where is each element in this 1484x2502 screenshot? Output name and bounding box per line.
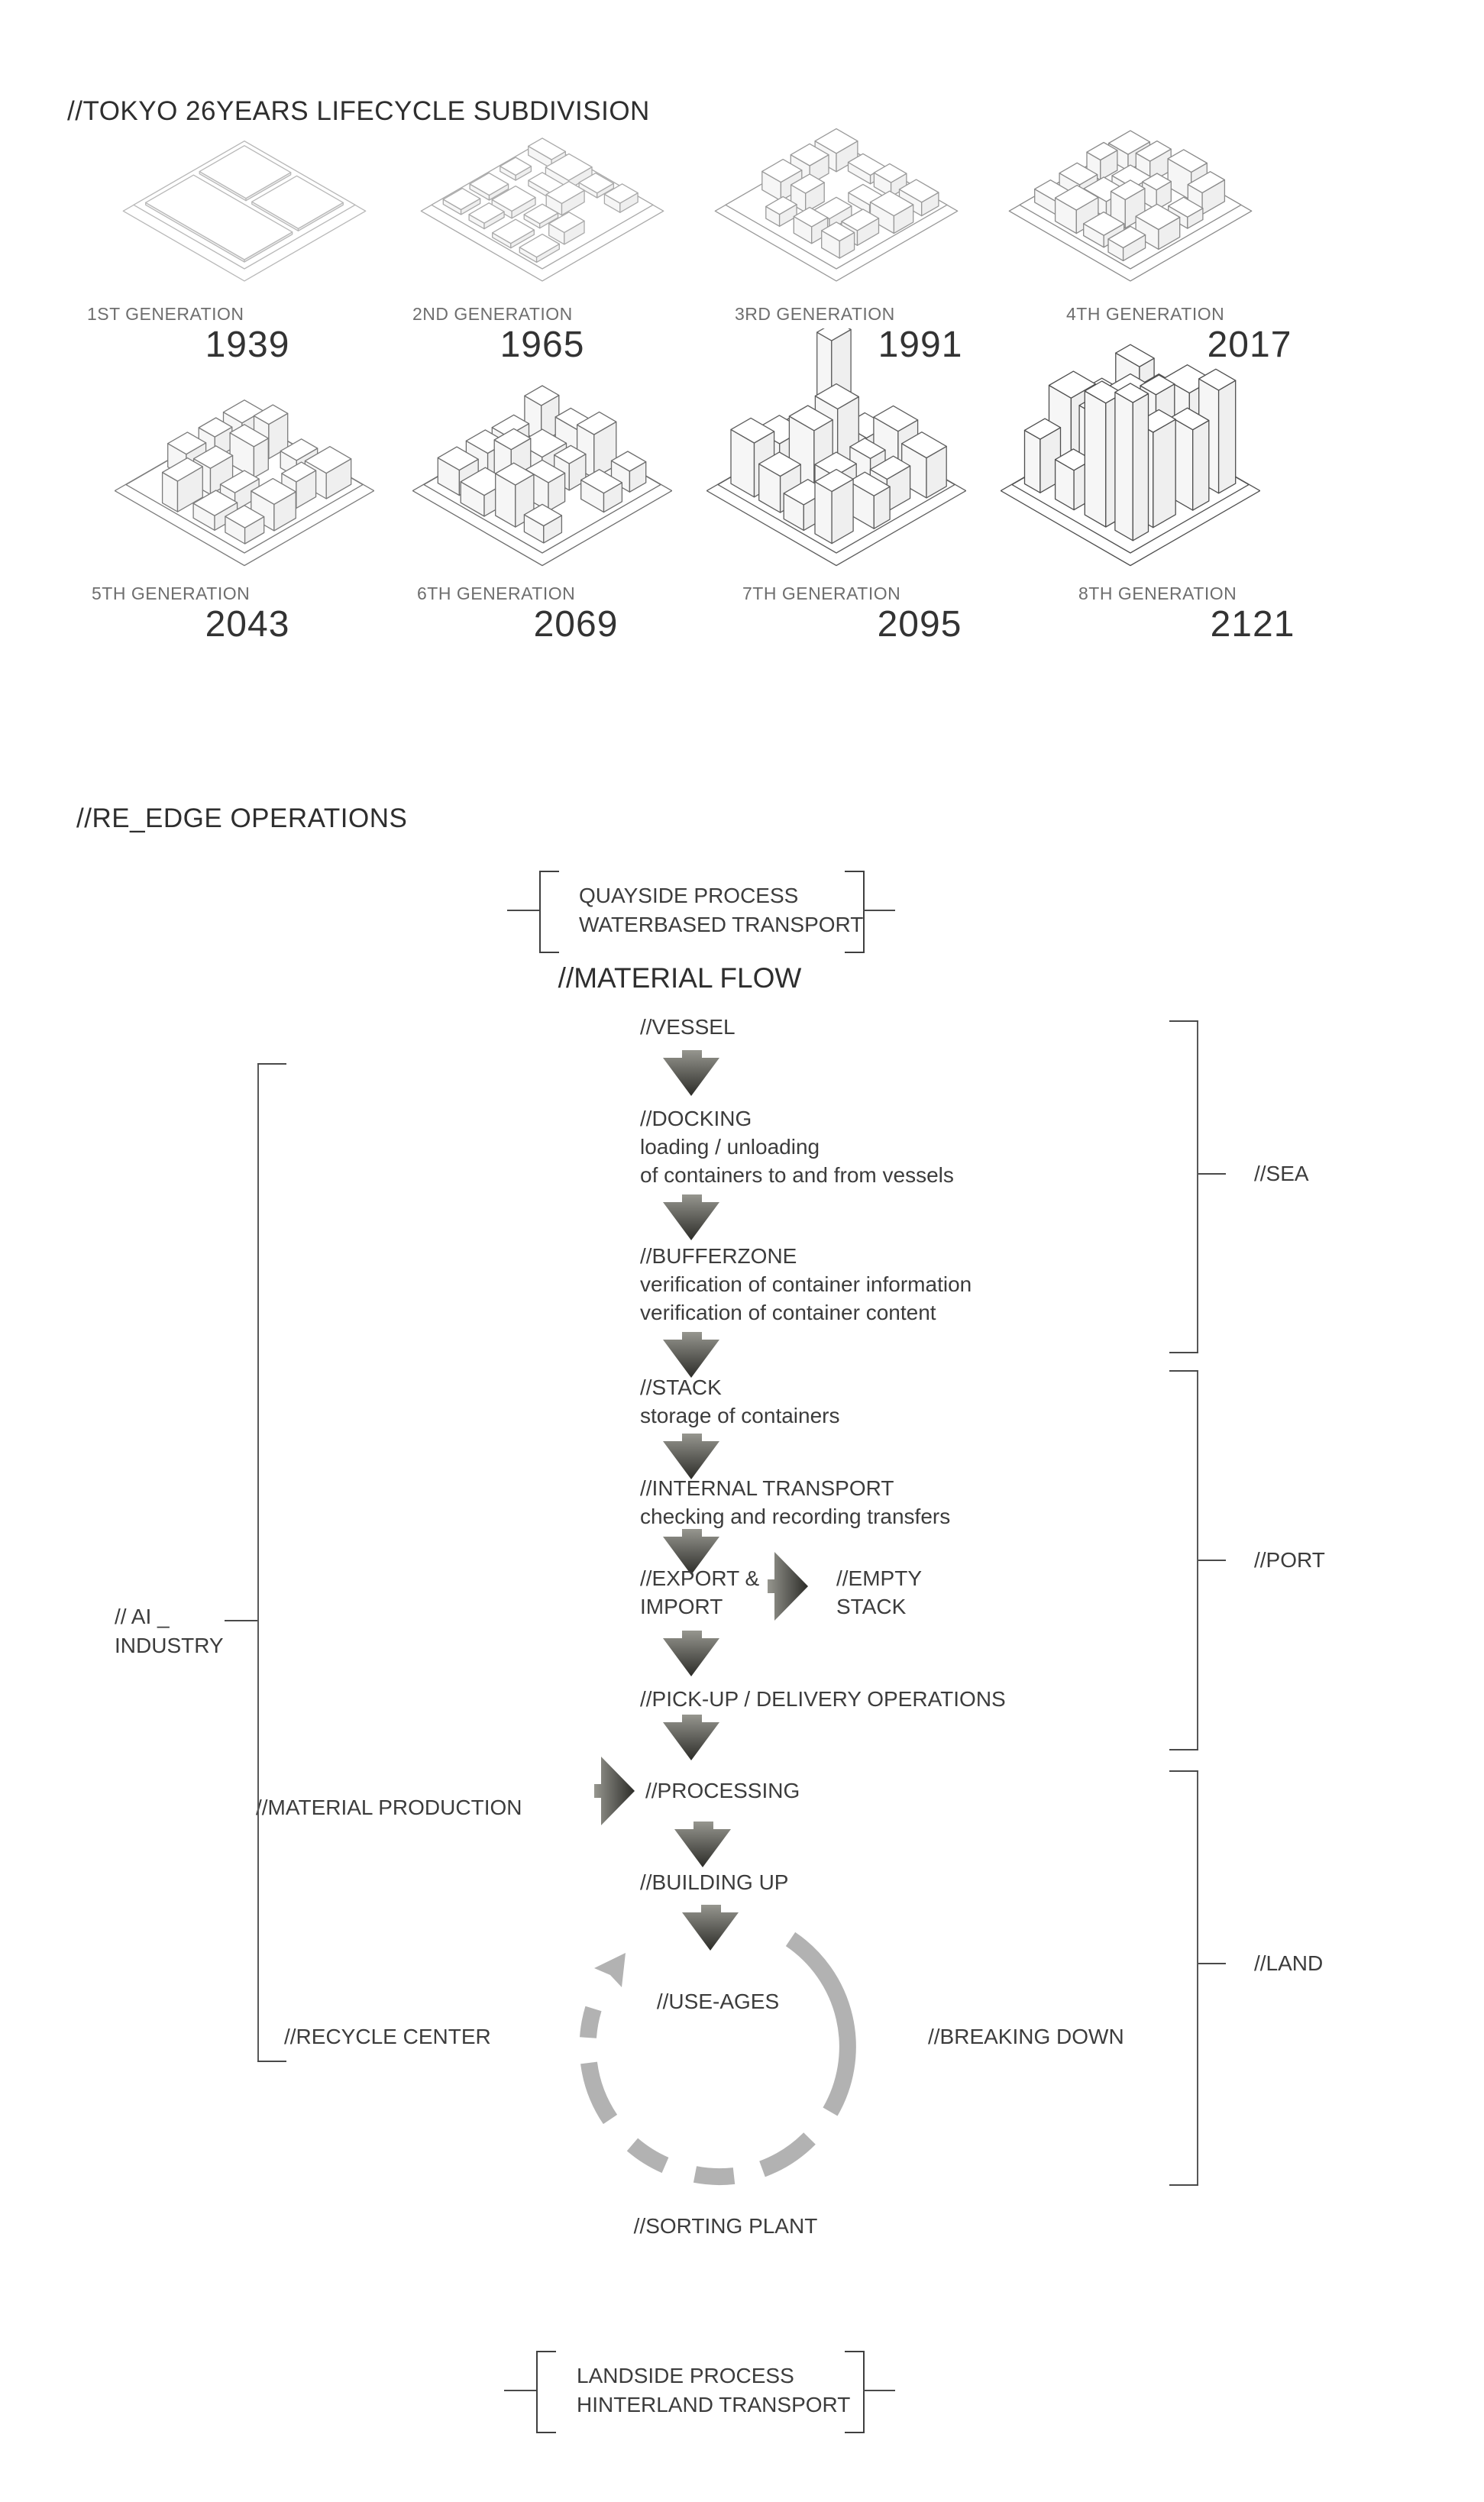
step-bufferzone: //BUFFERZONE [640,1244,797,1268]
step-docking-desc2: of containers to and from vessels [640,1163,954,1187]
ai-industry-bracket-bottom-tick [257,2061,286,2062]
step-docking-desc1: loading / unloading [640,1135,820,1159]
generation-2-label: 2ND GENERATION [412,304,573,324]
down-arrow-icon [673,1820,732,1873]
land-bracket-top-tick [1169,1770,1198,1772]
generation-3-year: 1991 [878,325,963,365]
generation-5-label: 5TH GENERATION [92,583,251,603]
landside-line1: LANDSIDE PROCESS [577,2364,794,2387]
generation-8-label: 8TH GENERATION [1078,583,1237,603]
generation-6-label: 6TH GENERATION [417,583,576,603]
port-label: //PORT [1254,1548,1325,1572]
landside-bracket-left [536,2351,556,2433]
ai-industry-bracket-line [257,1063,259,2062]
sorting-plant-label: //SORTING PLANT [633,2214,818,2238]
generation-4-year: 2017 [1207,325,1292,365]
recycle-center-label: //RECYCLE CENTER [284,2025,491,2048]
land-bracket-bottom-tick [1169,2184,1198,2186]
quayside-tick-right [863,910,895,911]
quayside-line1: QUAYSIDE PROCESS [579,884,799,907]
down-arrow-icon [661,1193,721,1246]
generation-8-year: 2121 [1210,604,1295,645]
landside-line2: HINTERLAND TRANSPORT [577,2393,851,2416]
land-label: //LAND [1254,1951,1324,1975]
step-stack-desc1: storage of containers [640,1404,840,1427]
generation-1-drawing [122,141,367,282]
sea-bracket-bottom-tick [1169,1352,1198,1353]
quayside-bracket-right [845,871,865,953]
generation-6-year: 2069 [533,604,619,645]
step-export: //EXPORT & [640,1566,760,1590]
ai-industry-label-line2: INDUSTRY [115,1634,224,1657]
step-internal-transport: //INTERNAL TRANSPORT [640,1476,894,1500]
quayside-bracket-left [539,871,559,953]
down-arrow-icon [661,1527,721,1580]
sea-bracket-mid-tick [1198,1173,1226,1175]
down-arrow-icon [661,1432,721,1485]
down-arrow-icon [661,1330,721,1383]
generation-3-label: 3RD GENERATION [735,304,895,324]
material-flow-title: //MATERIAL FLOW [558,962,802,994]
generation-1-label: 1ST GENERATION [87,304,244,324]
quayside-tick-left [507,910,539,911]
landside-bracket-right [845,2351,865,2433]
generation-2-drawing [420,137,664,282]
step-docking: //DOCKING [640,1107,752,1130]
ai-industry-label-line1: // AI _ [115,1605,170,1628]
step-bufferzone-desc2: verification of container content [640,1301,936,1324]
sea-bracket-line [1197,1020,1198,1353]
step-processing: //PROCESSING [645,1779,800,1802]
down-arrow-icon [661,1629,721,1682]
material-production-label: //MATERIAL PRODUCTION [256,1796,522,1819]
generation-5-year: 2043 [205,604,290,645]
generation-3-drawing [714,128,959,282]
step-stack: //STACK [640,1375,722,1399]
right-arrow-icon [592,1755,636,1831]
sea-label: //SEA [1254,1162,1309,1185]
port-bracket-bottom-tick [1169,1749,1198,1750]
down-arrow-icon [661,1713,721,1766]
generation-4-label: 4TH GENERATION [1066,304,1225,324]
sea-bracket-top-tick [1169,1020,1198,1022]
generation-2-year: 1965 [500,325,585,365]
land-bracket-line [1197,1770,1198,2186]
landside-tick-left [504,2390,536,2391]
generation-7-drawing [706,328,966,567]
port-bracket-top-tick [1169,1370,1198,1372]
step-import: IMPORT [640,1595,723,1618]
down-arrow-icon [681,1903,740,1956]
generation-7-year: 2095 [877,604,962,645]
landside-tick-right [863,2390,895,2391]
breaking-down-label: //BREAKING DOWN [928,2025,1124,2048]
empty-stack-line2: STACK [836,1595,907,1618]
step-bufferzone-desc1: verification of container information [640,1272,972,1296]
port-bracket-line [1197,1370,1198,1750]
generation-6-drawing [412,385,672,567]
generation-5-drawing [115,399,374,567]
empty-stack-line1: //EMPTY [836,1566,923,1590]
ai-industry-bracket-top-tick [257,1063,286,1065]
lifecycle-title: //TOKYO 26YEARS LIFECYCLE SUBDIVISION [67,96,650,126]
operations-title: //RE_EDGE OPERATIONS [76,803,408,833]
port-bracket-mid-tick [1198,1560,1226,1561]
use-ages-label: //USE-AGES [656,1990,780,2013]
step-vessel: //VESSEL [640,1015,736,1039]
generation-8-drawing [1001,344,1260,567]
land-bracket-mid-tick [1198,1963,1226,1964]
lifecycle-cycle-diagram [580,1931,856,2186]
generation-1-year: 1939 [205,325,290,365]
generation-4-drawing [1008,130,1253,282]
cycle-arrowhead-icon [594,1953,626,1987]
step-internal-transport-desc1: checking and recording transfers [640,1505,951,1528]
right-arrow-icon [765,1550,810,1626]
step-pickup-delivery: //PICK-UP / DELIVERY OPERATIONS [640,1687,1006,1711]
quayside-line2: WATERBASED TRANSPORT [579,913,864,936]
generation-7-label: 7TH GENERATION [742,583,901,603]
ai-industry-bracket-mid-tick [225,1620,257,1621]
step-building-up: //BUILDING UP [640,1870,789,1894]
down-arrow-icon [661,1049,721,1101]
